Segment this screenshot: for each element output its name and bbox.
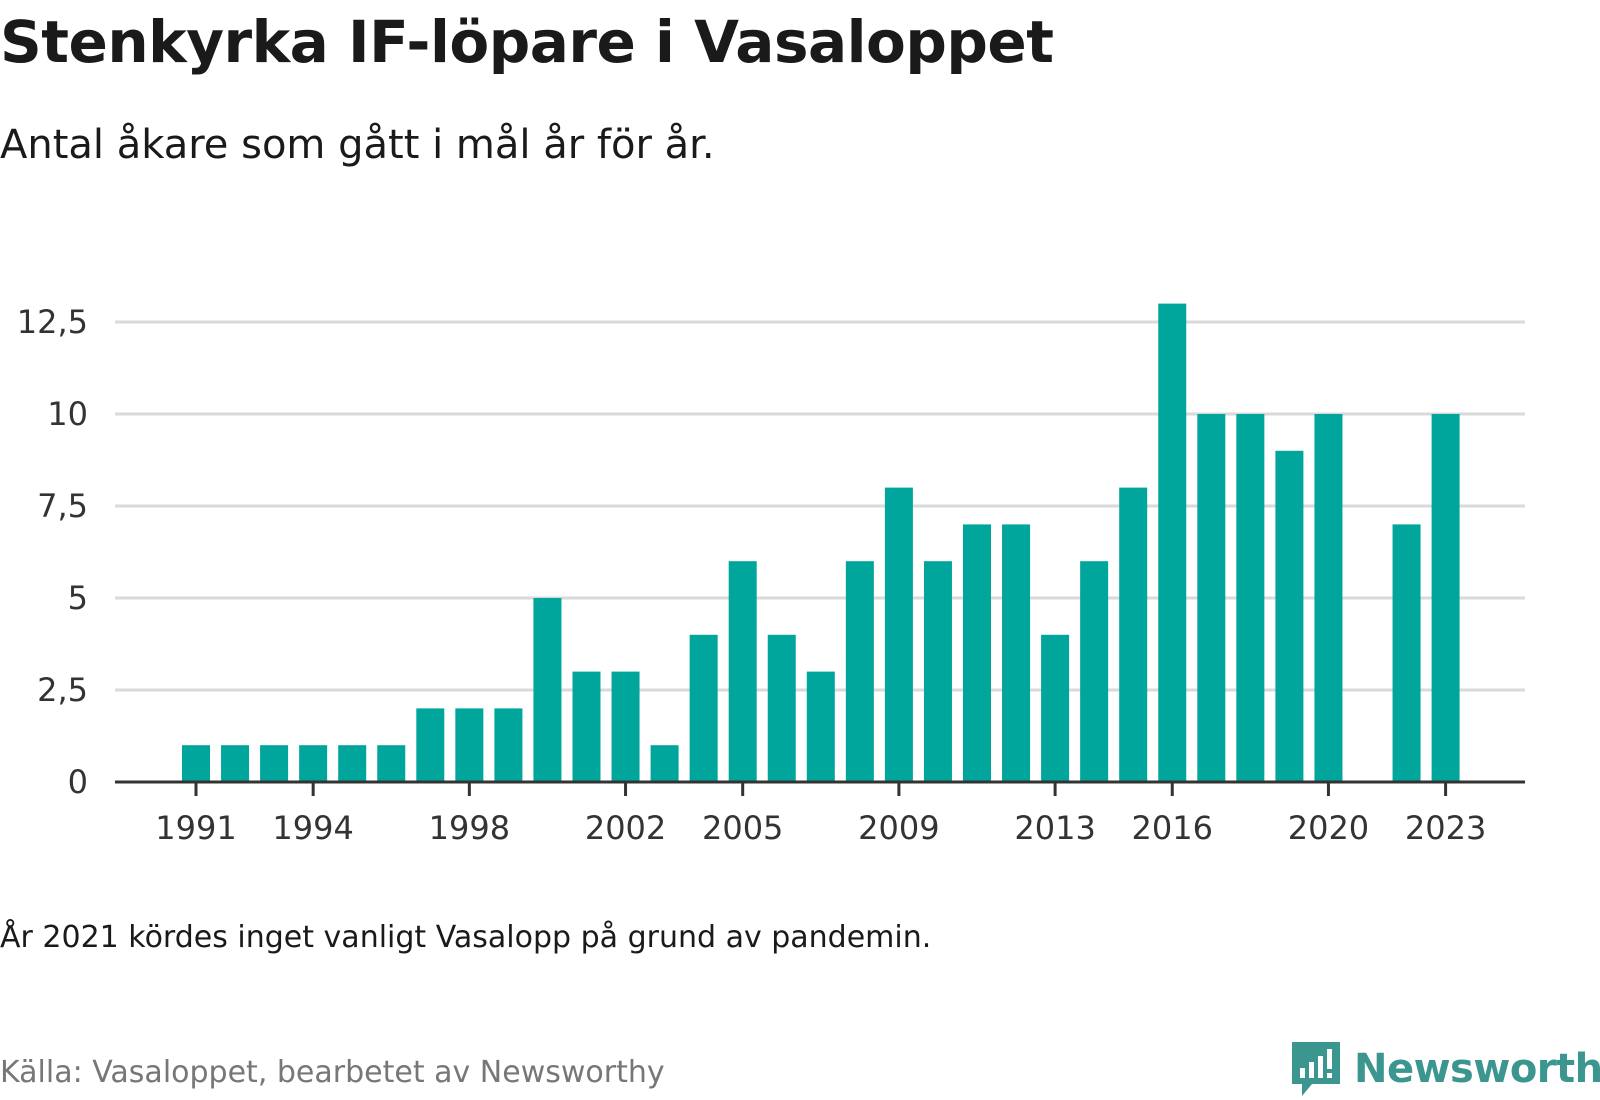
gridlines — [115, 320, 1525, 692]
newsworthy-logo-text: Newsworthy — [1354, 1046, 1600, 1092]
bar-2018 — [1236, 414, 1265, 782]
x-tick-label: 1998 — [429, 809, 510, 847]
bar-1999 — [494, 708, 523, 782]
bar-2004 — [689, 634, 718, 782]
bars — [182, 303, 1460, 782]
bar-2019 — [1275, 450, 1304, 782]
bar-2015 — [1119, 487, 1148, 782]
bar-1992 — [221, 745, 250, 782]
bar-2017 — [1197, 414, 1226, 782]
bar-1995 — [338, 745, 367, 782]
bar-1993 — [260, 745, 289, 782]
bar-2001 — [572, 671, 601, 782]
x-tick-label: 1994 — [272, 809, 353, 847]
bar-2005 — [728, 561, 757, 782]
x-tick-label: 2013 — [1014, 809, 1095, 847]
bar-2006 — [767, 634, 796, 782]
bar-2009 — [884, 487, 913, 782]
bar-1991 — [182, 745, 210, 782]
x-tick-label: 1991 — [155, 809, 236, 847]
bar-2000 — [533, 598, 562, 782]
bar-2002 — [611, 671, 640, 782]
x-tick-label: 2020 — [1288, 809, 1369, 847]
x-tick-label: 2009 — [858, 809, 939, 847]
chart-title: Stenkyrka IF-löpare i Vasaloppet — [0, 8, 1054, 76]
y-tick-label: 7,5 — [37, 487, 88, 525]
bar-1996 — [377, 745, 406, 782]
bar-1994 — [299, 745, 328, 782]
newsworthy-logo-icon — [1292, 1042, 1340, 1096]
source-credit: Källa: Vasaloppet, bearbetet av Newswort… — [0, 1055, 665, 1090]
x-tick-label: 2023 — [1405, 809, 1486, 847]
bar-1997 — [416, 708, 445, 782]
bar-2016 — [1158, 303, 1187, 782]
bar-2007 — [806, 671, 835, 782]
bar-2008 — [845, 561, 874, 782]
y-tick-label: 10 — [47, 395, 88, 433]
bar-2003 — [650, 745, 679, 782]
bar-2022 — [1392, 524, 1421, 782]
footnote: År 2021 kördes inget vanligt Vasalopp på… — [0, 920, 932, 955]
x-tick-label: 2005 — [702, 809, 783, 847]
x-axis — [115, 780, 1525, 796]
bar-2020 — [1314, 414, 1343, 782]
y-axis-labels: 0 2,5 5 7,5 10 12,5 — [17, 303, 88, 801]
bar-2014 — [1080, 561, 1109, 782]
x-tick-label: 2002 — [585, 809, 666, 847]
y-tick-label: 12,5 — [17, 303, 88, 341]
bar-2013 — [1041, 634, 1070, 782]
chart-subtitle: Antal åkare som gått i mål år för år. — [0, 122, 715, 168]
y-tick-label: 5 — [68, 579, 88, 617]
bar-chart: 0 2,5 5 7,5 10 12,5 1991 1994 1998 2002 2005 2009 2… — [17, 303, 1525, 847]
bar-2011 — [963, 524, 991, 782]
bar-2023 — [1431, 414, 1460, 782]
bar-1998 — [455, 708, 484, 782]
bar-2010 — [923, 561, 952, 782]
x-axis-labels: 1991 1994 1998 2002 2005 2009 2013 2016 2020 2023 — [155, 809, 1486, 847]
x-tick-label: 2016 — [1132, 809, 1213, 847]
y-tick-label: 2,5 — [37, 671, 88, 709]
bar-2012 — [1002, 524, 1031, 782]
y-tick-label: 0 — [68, 763, 88, 801]
newsworthy-logo: Newsworthy — [1290, 1040, 1600, 1098]
